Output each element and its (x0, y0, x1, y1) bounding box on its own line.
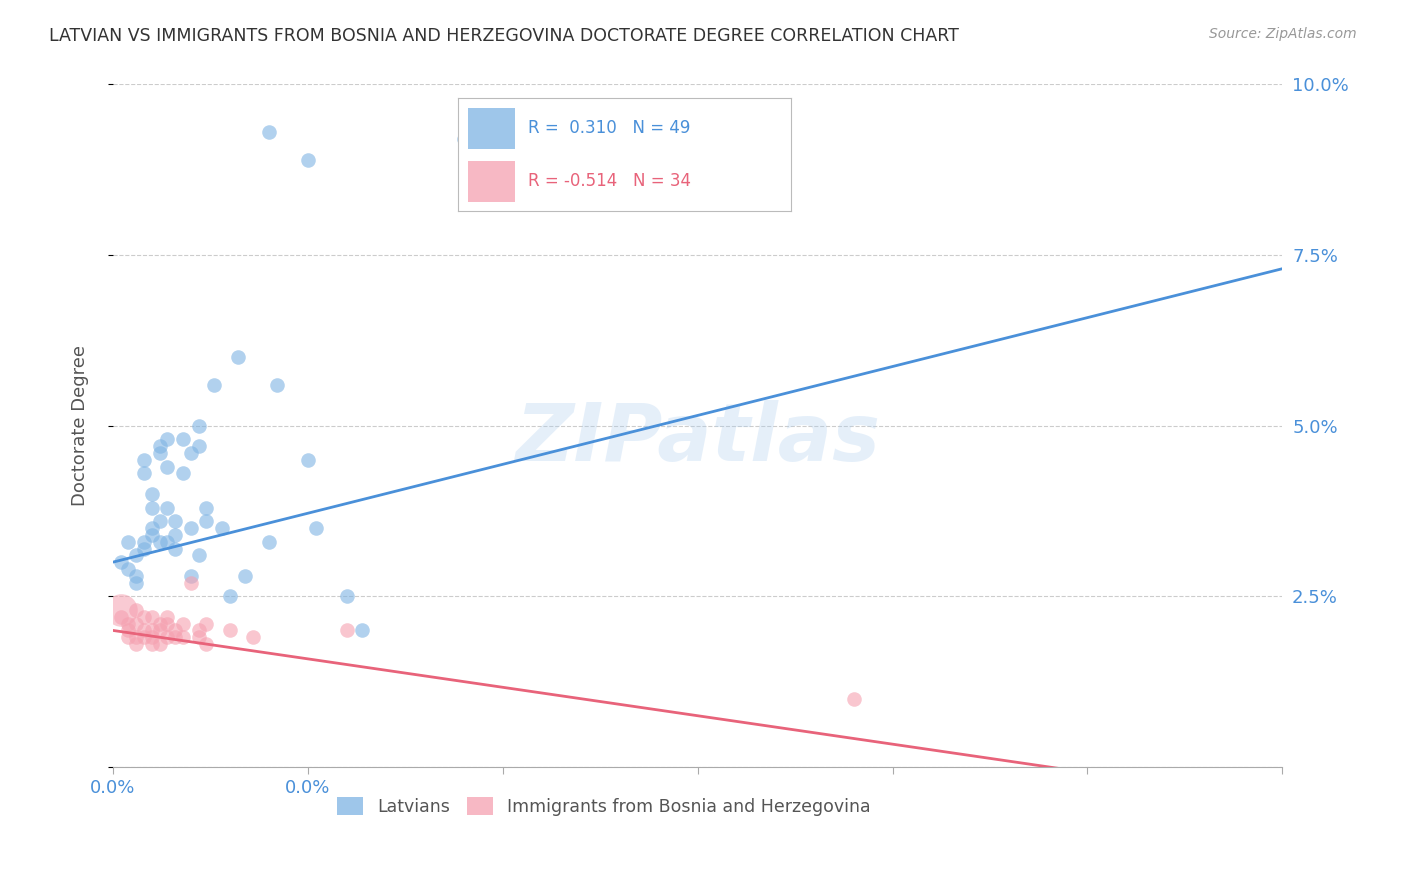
Point (195, 637, 218, 651)
Text: Source: ZipAtlas.com: Source: ZipAtlas.com (1209, 27, 1357, 41)
Point (141, 500, 163, 515)
Point (132, 541, 155, 556)
Point (117, 630, 139, 644)
Point (569, 179, 592, 194)
Point (165, 541, 187, 556)
Point (132, 624, 155, 638)
Point (235, 569, 257, 583)
Point (172, 630, 194, 644)
Point (195, 616, 218, 631)
Point (110, 555, 132, 569)
Point (117, 616, 139, 631)
Point (336, 624, 359, 638)
Point (117, 562, 139, 576)
Point (125, 575, 148, 590)
Point (172, 433, 194, 447)
Legend: Latvians, Immigrants from Bosnia and Herzegovina: Latvians, Immigrants from Bosnia and Her… (330, 790, 877, 823)
Point (156, 433, 179, 447)
Point (304, 521, 326, 535)
Point (226, 351, 249, 365)
Point (180, 569, 202, 583)
Point (132, 534, 155, 549)
Point (266, 377, 288, 392)
Point (149, 534, 172, 549)
Point (187, 624, 209, 638)
Point (156, 616, 179, 631)
Point (149, 514, 172, 528)
Point (125, 637, 148, 651)
Point (297, 153, 319, 167)
Point (156, 459, 179, 474)
Point (149, 637, 172, 651)
Point (352, 624, 374, 638)
Point (202, 377, 225, 392)
Point (141, 637, 163, 651)
Point (156, 534, 179, 549)
Point (132, 609, 155, 624)
Point (125, 569, 148, 583)
Point (149, 616, 172, 631)
Point (180, 575, 202, 590)
Point (195, 514, 218, 528)
Point (110, 609, 132, 624)
Point (187, 549, 209, 563)
Point (117, 624, 139, 638)
Point (156, 500, 179, 515)
Point (172, 616, 194, 631)
Point (165, 624, 187, 638)
Y-axis label: Doctorate Degree: Doctorate Degree (72, 345, 89, 506)
Point (132, 467, 155, 481)
Point (180, 521, 202, 535)
Point (257, 125, 280, 139)
Point (165, 514, 187, 528)
Point (842, 691, 865, 706)
Text: ZIPatlas: ZIPatlas (515, 401, 880, 478)
Point (165, 630, 187, 644)
Point (141, 528, 163, 542)
Point (141, 624, 163, 638)
Point (453, 132, 475, 146)
Point (242, 630, 264, 644)
Point (149, 439, 172, 453)
Point (187, 630, 209, 644)
Point (218, 589, 240, 603)
Point (141, 487, 163, 501)
Point (156, 609, 179, 624)
Point (336, 589, 359, 603)
Point (132, 452, 155, 467)
Point (297, 452, 319, 467)
Point (141, 609, 163, 624)
Text: LATVIAN VS IMMIGRANTS FROM BOSNIA AND HERZEGOVINA DOCTORATE DEGREE CORRELATION C: LATVIAN VS IMMIGRANTS FROM BOSNIA AND HE… (49, 27, 959, 45)
Point (156, 630, 179, 644)
Point (149, 624, 172, 638)
Point (180, 446, 202, 460)
Point (141, 521, 163, 535)
Point (165, 528, 187, 542)
Point (141, 630, 163, 644)
Point (195, 500, 218, 515)
Point (125, 616, 148, 631)
Point (149, 446, 172, 460)
Point (117, 534, 139, 549)
Point (187, 439, 209, 453)
Point (172, 467, 194, 481)
Point (211, 521, 233, 535)
Point (257, 534, 280, 549)
Point (125, 630, 148, 644)
Point (125, 549, 148, 563)
Point (187, 418, 209, 433)
Point (125, 603, 148, 617)
Point (132, 630, 155, 644)
Point (218, 624, 240, 638)
Point (110, 603, 132, 617)
